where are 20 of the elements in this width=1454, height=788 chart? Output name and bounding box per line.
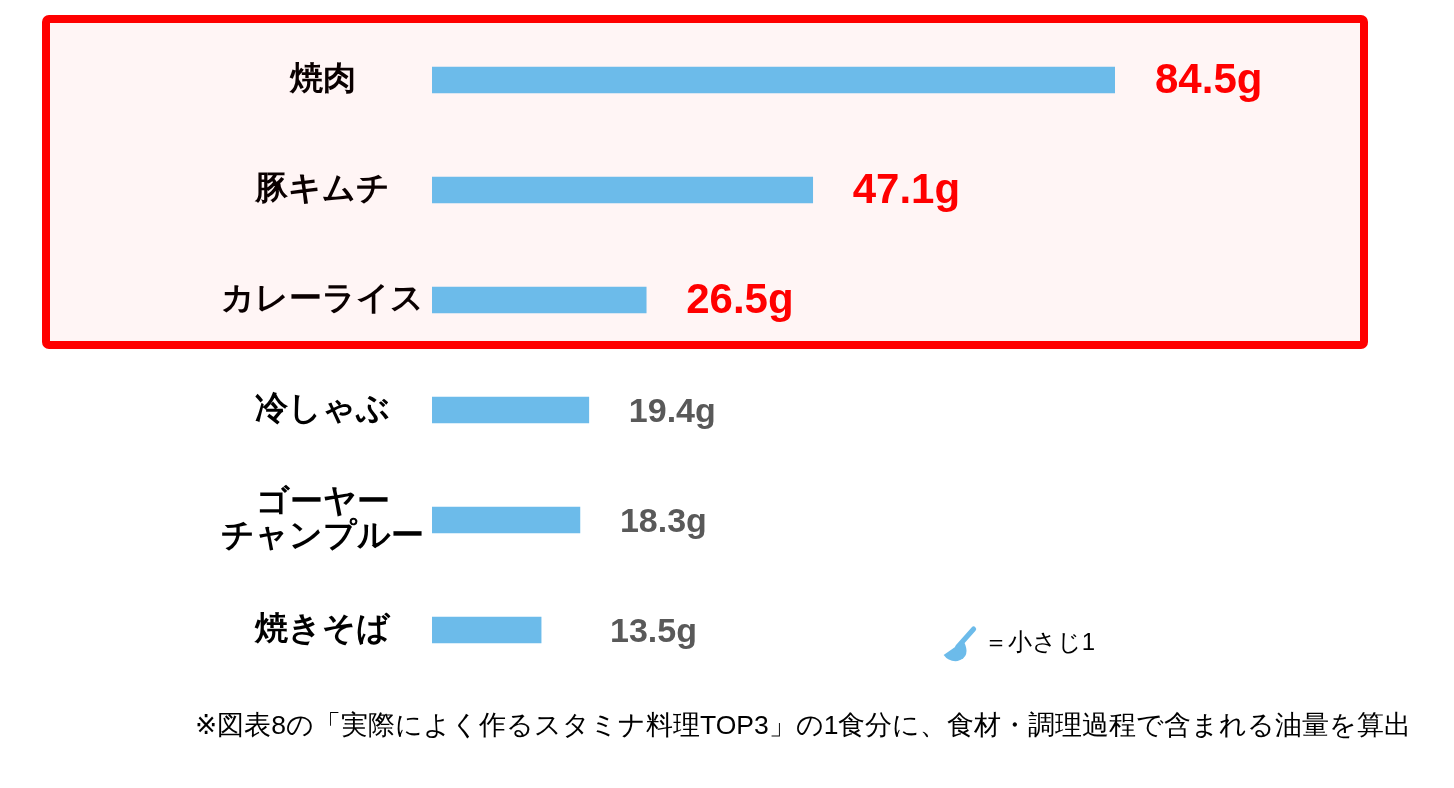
- y-tick-label: 豚キムチ: [254, 169, 390, 207]
- legend-label: ＝小さじ1: [983, 627, 1096, 655]
- data-label: 13.5g: [610, 611, 697, 650]
- bar: [432, 66, 1115, 94]
- y-tick-label: 焼きそば: [254, 609, 391, 647]
- data-label: 18.3g: [619, 501, 707, 540]
- bar: [432, 506, 581, 534]
- data-label: 26.5g: [686, 274, 794, 322]
- data-label: 84.5g: [1155, 54, 1263, 102]
- bar: [432, 616, 542, 644]
- y-tick-label: カレーライス: [221, 279, 424, 317]
- y-tick-label: 冷しゃぶ: [255, 389, 390, 427]
- data-label: 19.4g: [628, 391, 716, 430]
- bar: [432, 286, 647, 314]
- y-tick-label: 焼肉: [288, 59, 356, 97]
- text: ※図表8の「実際によく作るスタミナ料理TOP3」の1食分に、食材・調理過程で含まれる油量を算出: [195, 710, 1412, 741]
- y-tick-label: ゴーヤーチャンプルー: [221, 481, 424, 554]
- data-label: 47.1g: [852, 164, 961, 212]
- bar: [432, 176, 814, 204]
- bar: [432, 396, 590, 424]
